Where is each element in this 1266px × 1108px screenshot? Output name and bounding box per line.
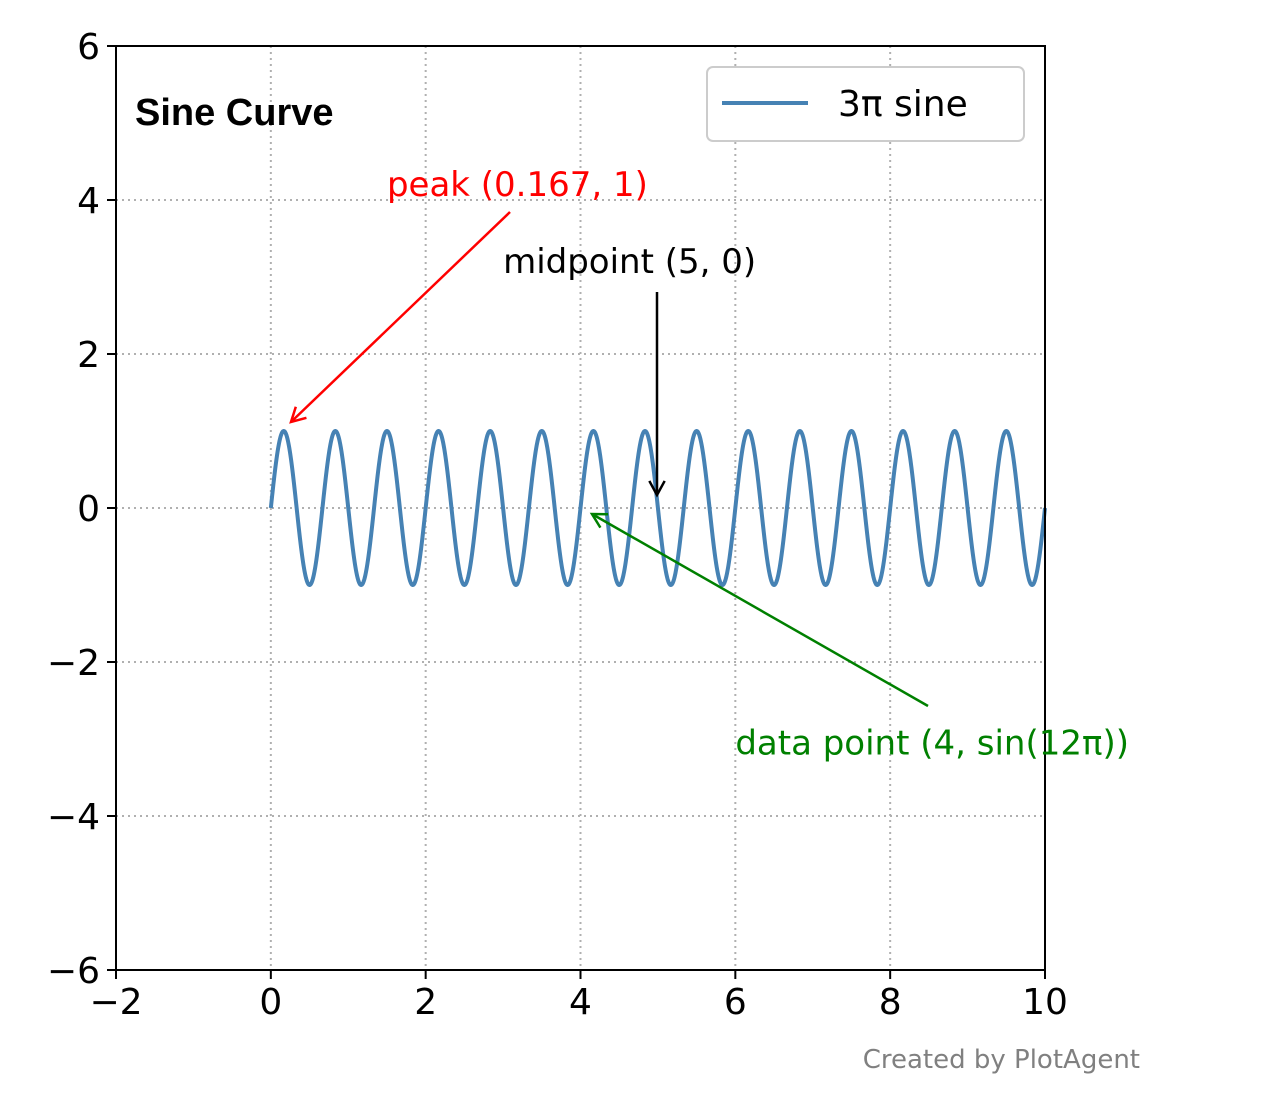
y-tick-label: 2 xyxy=(77,335,100,376)
credit-text: Created by PlotAgent xyxy=(863,1045,1140,1075)
y-tick-label: 6 xyxy=(77,27,100,68)
x-tick-label: −2 xyxy=(89,982,142,1023)
y-tick-label: 0 xyxy=(77,489,100,530)
annotation-label: midpoint (5, 0) xyxy=(503,242,756,282)
annotation-arrowhead xyxy=(648,480,666,498)
y-tick-label: 4 xyxy=(77,181,100,222)
x-tick-label: 2 xyxy=(414,982,437,1023)
annotation-arrowhead xyxy=(589,512,609,529)
y-tick-label: −6 xyxy=(47,951,100,992)
legend: 3π sine xyxy=(706,66,1025,142)
y-tick-label: −4 xyxy=(47,797,100,838)
annotation-arrow xyxy=(290,211,511,423)
x-tick-label: 6 xyxy=(724,982,747,1023)
chart-title: Sine Curve xyxy=(135,92,334,134)
x-tick-label: 8 xyxy=(879,982,902,1023)
legend-label: 3π sine xyxy=(838,84,968,125)
x-tick-label: 4 xyxy=(569,982,592,1023)
annotation-arrow xyxy=(591,512,929,708)
y-tick-label: −2 xyxy=(47,643,100,684)
ticks: −2 0 2 4 6 8 10 −6 −4 −2 0 2 4 6 xyxy=(47,27,1068,1023)
x-tick-label: 0 xyxy=(259,982,282,1023)
series-layer xyxy=(268,429,1047,587)
annotations: peak (0.167, 1) midpoint (5, 0) data point… xyxy=(289,165,1129,763)
legend-box xyxy=(706,66,1025,142)
annotation-label: peak (0.167, 1) xyxy=(387,165,648,205)
annotation-label: data point (4, sin(12π)) xyxy=(735,723,1129,763)
annotation-arrowhead xyxy=(289,406,307,424)
series-line xyxy=(268,429,1047,587)
x-tick-label: 10 xyxy=(1022,982,1068,1023)
